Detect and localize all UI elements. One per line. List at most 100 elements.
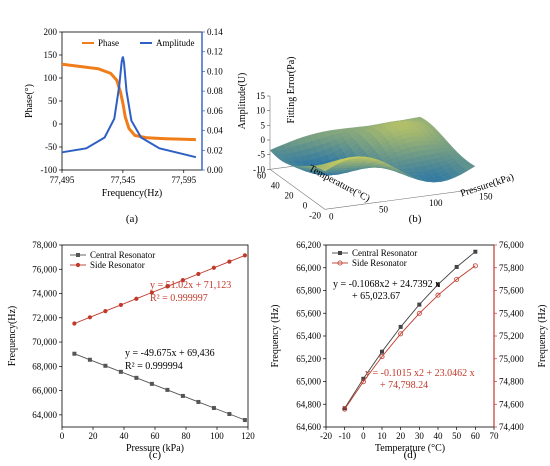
point-central-c xyxy=(103,363,108,368)
legend-marker-c xyxy=(75,262,81,268)
series-line-amplitude xyxy=(61,56,197,159)
ytick-label-c: 72,000 xyxy=(32,313,57,323)
equation-side-d-2: + 74,798.24 xyxy=(380,380,428,391)
r2-central-c: R² = 0.999994 xyxy=(125,361,183,372)
ylabel-right-a: Amplitude(U) xyxy=(237,73,248,130)
point-side-c xyxy=(180,278,185,283)
xtick-label-c: 0 xyxy=(60,431,65,441)
point-side-c xyxy=(242,253,247,258)
caption-c: (c) xyxy=(149,449,162,461)
xtick-label-c: 120 xyxy=(241,431,255,441)
ytick-label-c: 68,000 xyxy=(32,361,57,371)
point-central-d xyxy=(380,349,384,354)
point-side-d xyxy=(472,263,478,269)
series-line-d xyxy=(344,265,476,410)
point-central-d xyxy=(342,406,347,411)
ytick-label-right-d: 75,200 xyxy=(499,331,524,341)
point-central-c xyxy=(165,387,170,392)
point-side-d xyxy=(416,310,422,316)
equation-central-d-2: + 65,023.67 xyxy=(352,291,400,302)
point-side-d xyxy=(360,379,366,385)
xtick-label-c: 60 xyxy=(151,431,161,441)
ytick-label-left-a: 150 xyxy=(44,50,58,60)
xlabel-d: Temperature (°C) xyxy=(375,443,445,454)
point-central-c xyxy=(180,393,185,398)
ytick-label-right-d: 75,600 xyxy=(499,286,524,296)
ytick-label-left-d: 65,800 xyxy=(296,286,321,296)
ytick-label-right-d: 76,000 xyxy=(499,240,524,250)
point-central-d xyxy=(436,282,440,287)
xtick-label-c: 40 xyxy=(120,431,130,441)
ytick-label-right-a: 0.00 xyxy=(207,165,223,175)
ytick-label-left-a: 100 xyxy=(44,73,58,83)
point-side-c xyxy=(134,296,139,301)
point-side-c xyxy=(149,290,154,295)
equation-side-d-1: y = -0.1015 x2 + 23.0462 x xyxy=(365,368,475,379)
point-side-d xyxy=(398,331,404,337)
point-side-c xyxy=(165,284,170,289)
point-central-c xyxy=(211,405,216,410)
xtick-label-d: 20 xyxy=(396,431,406,441)
legend-label-d: Side Resonator xyxy=(352,258,407,268)
legend-marker-d xyxy=(337,260,343,266)
legend-marker-c xyxy=(76,253,80,257)
xtick-label-d: 10 xyxy=(378,431,388,441)
point-central-c xyxy=(87,357,92,362)
legend-marker-d xyxy=(338,251,342,255)
point-central-c xyxy=(134,375,139,380)
legend-label-c: Side Resonator xyxy=(90,260,145,270)
legend-label-d: Central Resonator xyxy=(352,248,417,258)
xtick-label-d: 60 xyxy=(471,431,481,441)
ytick-label-right-a: 0.08 xyxy=(207,86,223,96)
point-central-d xyxy=(398,324,403,329)
legend-label-a: Phase xyxy=(98,38,119,48)
point-side-c xyxy=(227,259,232,264)
ytick-label-left-d: 64,600 xyxy=(296,422,321,432)
plot-frame-c xyxy=(61,244,249,428)
ytick-label-left-d: 65,600 xyxy=(296,308,321,318)
xtick-label-d: 0 xyxy=(361,431,366,441)
ytick-label-right-a: 0.04 xyxy=(207,126,223,136)
ytick-label-left-d: 66,000 xyxy=(296,263,321,273)
ytick-label-left-a: 200 xyxy=(44,27,58,37)
ytick-label-left-d: 66,200 xyxy=(296,240,321,250)
point-central-c xyxy=(118,369,123,374)
ytick-label-left-a: -100 xyxy=(41,165,58,175)
ytick-label-left-a: 0 xyxy=(53,119,58,129)
equation-central-d-1: y = -0.1068x2 + 24.7392 x xyxy=(333,279,440,290)
point-central-d xyxy=(473,249,478,254)
ytick-label-right-d: 74,800 xyxy=(499,377,524,387)
xtick-label-b: 50 xyxy=(379,205,389,215)
r2-side-c: R² = 0.999997 xyxy=(150,293,208,304)
point-central-d xyxy=(454,264,459,269)
ytick-label-right-a: 0.06 xyxy=(207,106,223,116)
ytick-label-c: 64,000 xyxy=(32,410,57,420)
ytick-label-right-a: 0.12 xyxy=(207,47,223,57)
point-side-c xyxy=(211,265,216,270)
ztick-label-b: 10 xyxy=(256,106,266,116)
point-side-d xyxy=(454,276,460,282)
point-side-d xyxy=(342,406,348,412)
point-central-c xyxy=(72,351,77,356)
equation-central-c: y = -49.675x + 69,436 xyxy=(125,348,215,359)
ytick-label-left-d: 65,000 xyxy=(296,377,321,387)
point-side-d xyxy=(379,354,385,360)
ytick-label-right-d: 74,400 xyxy=(499,422,524,432)
ztick-label-b: 15 xyxy=(256,91,266,101)
ytick-label-left-d: 65,400 xyxy=(296,331,321,341)
ylabel-right-d: Frequency (Hz) xyxy=(537,304,548,367)
ylabel-left-d: Frequency (Hz) xyxy=(270,304,281,367)
ytick-label-c: 76,000 xyxy=(32,264,57,274)
point-side-c xyxy=(118,302,123,308)
ytick-label-left-a: -50 xyxy=(45,142,57,152)
point-side-c xyxy=(196,271,201,277)
legend-label-a: Amplitude xyxy=(156,38,195,48)
ylabel-left-a: Phase(°) xyxy=(24,84,35,118)
ytick-label-right-d: 75,400 xyxy=(499,308,524,318)
ytick-label-b: 40 xyxy=(271,180,281,190)
caption-b: (b) xyxy=(409,213,422,225)
point-central-c xyxy=(196,399,201,404)
legend-label-c: Central Resonator xyxy=(90,250,155,260)
zlabel-b: Fitting Error(Pa) xyxy=(286,57,297,124)
ytick-label-b: 60 xyxy=(257,170,267,180)
